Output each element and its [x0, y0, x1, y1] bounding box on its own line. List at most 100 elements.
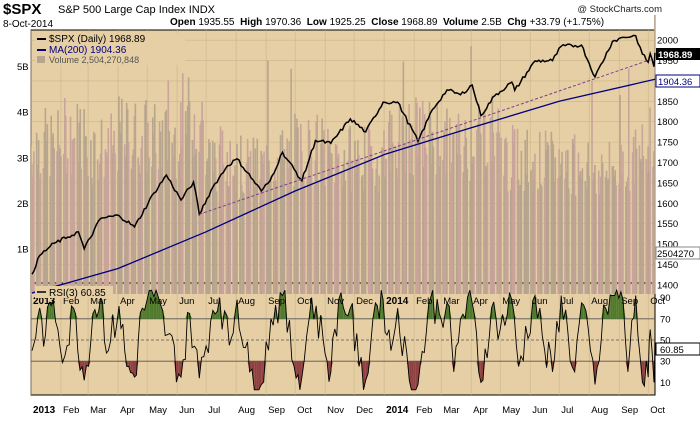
volume-bar [276, 157, 279, 294]
rsi-overbought-fill [469, 290, 473, 319]
x-tick-label: 2013 [33, 296, 56, 307]
volume-bar [153, 104, 156, 295]
volume-bar [280, 158, 283, 294]
x-tick-label: Jul [208, 296, 220, 307]
price-tick-label: 1500 [657, 240, 678, 251]
volume-bar [518, 184, 521, 294]
volume-badge-text: 2504270 [657, 249, 694, 260]
volume-bar [261, 154, 263, 294]
volume-bar [218, 144, 221, 294]
volume-bar [185, 134, 188, 294]
volume-bar [228, 186, 231, 294]
volume-bar [317, 180, 320, 294]
volume-bar [367, 124, 370, 294]
volume-bar [127, 142, 130, 294]
volume-bar [538, 190, 540, 294]
volume-bar [241, 184, 243, 294]
volume-bar [120, 133, 122, 294]
volume-bar [530, 170, 532, 294]
volume-bar [498, 132, 500, 294]
volume-tick-label: 5B [17, 62, 29, 73]
volume-bar [430, 163, 433, 294]
rsi-x-tick-label: Jun [179, 405, 194, 416]
volume-bar [85, 136, 87, 294]
volume-bar [601, 163, 604, 294]
rsi-oversold-fill [130, 361, 133, 374]
stockcharts-watermark: @ StockCharts.com [577, 4, 662, 15]
volume-bar [274, 180, 277, 294]
volume-bar [300, 151, 303, 294]
rsi-oversold-fill [299, 361, 302, 390]
volume-bar [195, 148, 198, 294]
volume-bar [232, 175, 234, 294]
rsi-oversold-fill [258, 361, 262, 390]
rsi-layer [31, 288, 656, 391]
volume-bar [293, 185, 295, 294]
volume-bar [397, 141, 400, 294]
high-value: 1970.36 [265, 17, 302, 28]
volume-bar [347, 160, 350, 294]
volume-bar [172, 154, 174, 294]
volume-bar [402, 61, 405, 295]
volume-bar [600, 154, 603, 294]
volume-bar [30, 145, 32, 294]
rsi-overbought-fill [612, 295, 615, 319]
volume-bar [212, 173, 215, 294]
close-value: 1968.89 [401, 17, 438, 28]
chg-label: Chg [507, 17, 527, 28]
rsi-x-tick-label: May [149, 405, 167, 416]
volume-bar [547, 145, 550, 294]
volume-bar [337, 153, 340, 294]
volume-bar [405, 119, 408, 295]
volume-bar [222, 164, 225, 294]
price-tick-label: 1850 [657, 97, 678, 108]
volume-bar [260, 150, 262, 294]
volume-bar [566, 172, 568, 294]
volume-bar [43, 131, 46, 294]
volume-bar [398, 106, 401, 294]
volume-bar [492, 132, 495, 294]
volume-bar [594, 164, 596, 294]
volume-bar [599, 176, 602, 294]
rsi-overbought-fill [280, 292, 283, 319]
volume-bar [167, 80, 170, 294]
x-tick-label: Apr [473, 296, 488, 307]
rsi-overbought-fill [149, 290, 152, 319]
rsi-x-tick-label: Apr [120, 405, 135, 416]
volume-bar [538, 131, 541, 294]
price-tick-label: 1450 [657, 260, 678, 271]
volume-bar [654, 14, 656, 294]
volume-bar [303, 185, 306, 294]
volume-bar [618, 184, 620, 294]
price-tick-label: 1400 [657, 280, 678, 291]
volume-bar [125, 102, 128, 295]
volume-bar [253, 188, 256, 294]
volume-bar [465, 137, 468, 294]
volume-bar [595, 193, 597, 294]
volume-bar [648, 171, 650, 294]
volume-bar [118, 96, 120, 294]
volume-bar [208, 139, 210, 294]
volume-bar [545, 149, 548, 294]
volume-bar [240, 135, 242, 294]
volume-bar [220, 176, 223, 294]
volume-bar [363, 126, 366, 294]
volume-bar [209, 142, 211, 294]
x-tick-label: Dec [356, 296, 373, 307]
volume-bar [175, 178, 177, 294]
volume-bar [242, 193, 245, 294]
volume-bar [119, 121, 121, 294]
volume-bar [179, 153, 181, 294]
volume-bar [147, 122, 149, 294]
volume-bar [206, 160, 208, 294]
x-tick-label: Aug [238, 296, 255, 307]
volume-bar [370, 145, 373, 294]
volume-bar [577, 152, 580, 294]
volume-bar [421, 100, 424, 294]
volume-bar [439, 155, 441, 294]
volume-bar [133, 116, 136, 294]
volume-bar [32, 176, 34, 294]
volume-bar [633, 184, 636, 294]
volume-bar [308, 129, 311, 294]
